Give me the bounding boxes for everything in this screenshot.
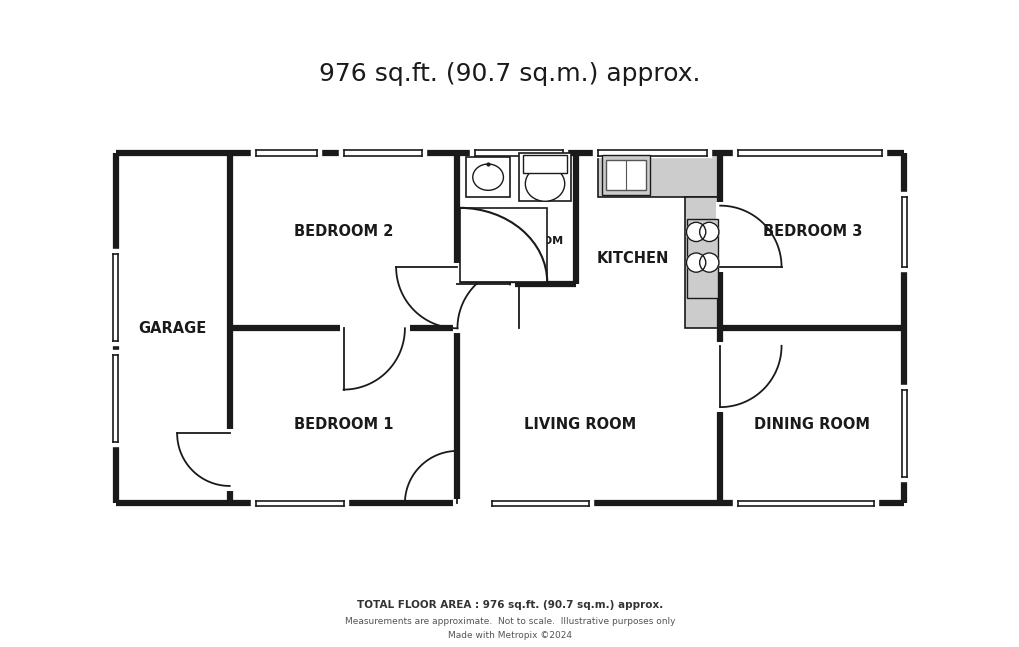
Bar xyxy=(605,160,645,190)
Bar xyxy=(685,197,719,328)
Circle shape xyxy=(686,253,705,272)
Text: Measurements are approximate.  Not to scale.  Illustrative purposes only: Measurements are approximate. Not to sca… xyxy=(344,617,675,626)
Bar xyxy=(466,157,510,197)
Text: TOTAL FLOOR AREA : 976 sq.ft. (90.7 sq.m.) approx.: TOTAL FLOOR AREA : 976 sq.ft. (90.7 sq.m… xyxy=(357,600,662,610)
Text: 976 sq.ft. (90.7 sq.m.) approx.: 976 sq.ft. (90.7 sq.m.) approx. xyxy=(319,62,700,86)
Text: BEDROOM 1: BEDROOM 1 xyxy=(293,417,393,432)
Text: SHOWER ROOM: SHOWER ROOM xyxy=(466,236,562,246)
Text: LIVING ROOM: LIVING ROOM xyxy=(524,417,636,432)
Bar xyxy=(687,219,717,298)
Bar xyxy=(601,155,649,195)
Text: Made with Metropix ©2024: Made with Metropix ©2024 xyxy=(447,631,572,640)
Ellipse shape xyxy=(525,166,565,201)
Circle shape xyxy=(699,253,718,272)
Bar xyxy=(597,153,719,197)
Bar xyxy=(519,153,571,201)
Text: BEDROOM 3: BEDROOM 3 xyxy=(762,225,861,239)
Bar xyxy=(460,208,546,282)
Text: BEDROOM 2: BEDROOM 2 xyxy=(293,225,393,239)
Ellipse shape xyxy=(473,164,503,190)
Circle shape xyxy=(699,223,718,241)
Text: GARAGE: GARAGE xyxy=(139,321,207,336)
Bar xyxy=(523,155,567,173)
Text: DINING ROOM: DINING ROOM xyxy=(753,417,869,432)
Text: KITCHEN: KITCHEN xyxy=(596,250,668,266)
Circle shape xyxy=(686,223,705,241)
